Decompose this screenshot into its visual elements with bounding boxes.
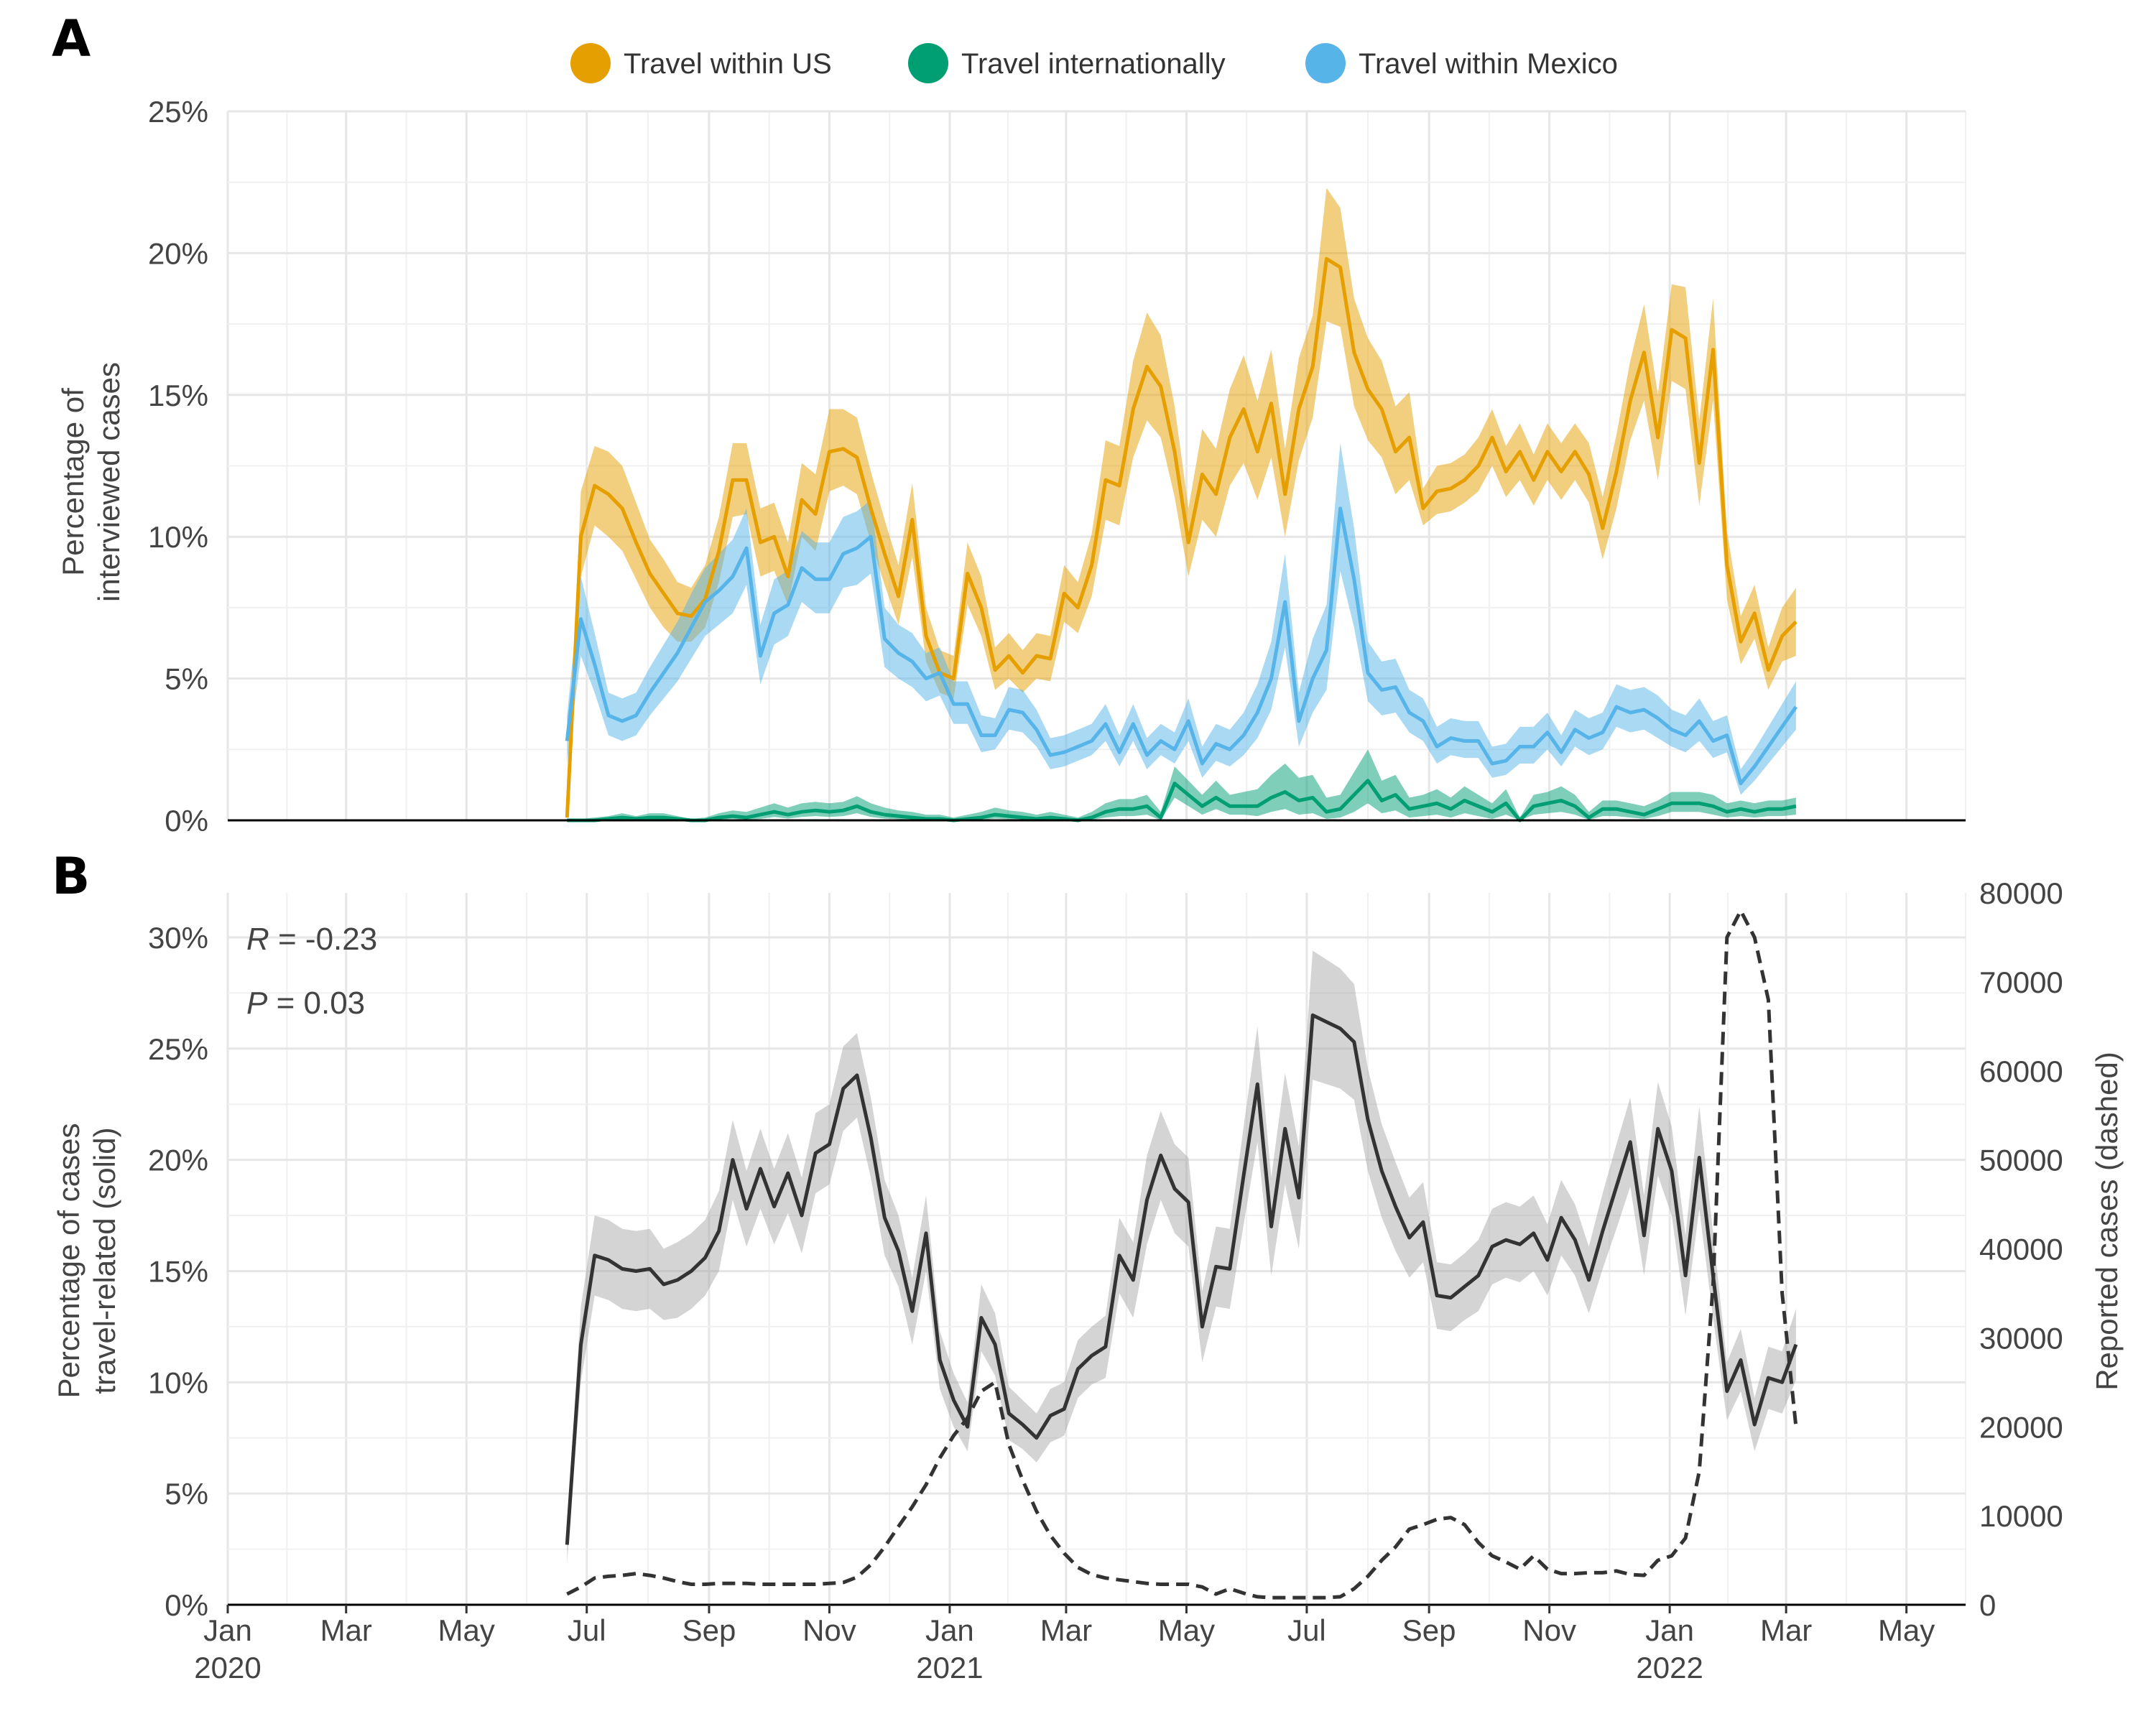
- panel-b-right-y-tick-label: 10000: [1979, 1499, 2063, 1533]
- panel-b-right-y-tick-label: 80000: [1979, 876, 2063, 910]
- x-tick-label: Jan: [203, 1613, 252, 1647]
- x-tick-label: Nov: [1522, 1613, 1576, 1647]
- panel-b-right-y-tick-label: 40000: [1979, 1233, 2063, 1266]
- panel-a-y-tick-label: 5%: [165, 662, 208, 696]
- panel-b-right-y-axis-title: Reported cases (dashed): [2090, 1052, 2124, 1391]
- x-tick-year-label: 2022: [1636, 1651, 1703, 1684]
- x-tick-label: Mar: [1040, 1613, 1092, 1647]
- annotation-p-symbol: P: [246, 986, 268, 1021]
- panel-a-y-tick-label: 0%: [165, 804, 208, 838]
- panel-a-y-tick-label: 25%: [148, 95, 208, 129]
- legend-label: Travel internationally: [961, 48, 1226, 80]
- annotation-r-symbol: R: [246, 922, 269, 957]
- correlation-annotation: R = -0.23 P = 0.03: [246, 922, 377, 1021]
- panel-a-y-axis-title-line2: interviewed cases: [92, 362, 126, 602]
- line-travel-within-us: [565, 256, 1798, 818]
- axes: 0% 5% 10% 15% 20% 25% 0% 5% 10% 15% 20% 25% 30% 0 1000…: [148, 95, 2063, 1684]
- panel-b-right-y-tick-label: 0: [1979, 1588, 1996, 1622]
- legend-item-travel-within-mexico: Travel within Mexico: [1305, 43, 1618, 83]
- panel-label-b: B: [52, 847, 90, 906]
- panel-b-y-tick-label: 25%: [148, 1032, 208, 1066]
- annotation-p: P = 0.03: [246, 986, 365, 1021]
- panel-b-right-y-axis-title-text: Reported cases (dashed): [2090, 1052, 2124, 1391]
- line-reported-cases-dashed: [566, 909, 1798, 1600]
- legend: Travel within US Travel internationally Tr…: [570, 43, 1618, 83]
- panel-b-confidence-bands: [567, 950, 1796, 1563]
- x-tick-label: Jan: [925, 1613, 974, 1647]
- panel-b-right-y-tick-label: 70000: [1979, 965, 2063, 999]
- x-tick-label: May: [1878, 1613, 1935, 1647]
- panel-label-a: A: [52, 9, 91, 68]
- panel-b-right-y-tick-label: 20000: [1979, 1410, 2063, 1444]
- x-tick-label: Sep: [683, 1613, 736, 1647]
- panel-a-y-tick-label: 15%: [148, 379, 208, 412]
- x-tick-label: Sep: [1402, 1613, 1456, 1647]
- legend-swatch: [908, 43, 948, 83]
- annotation-r: R = -0.23: [246, 922, 377, 957]
- panel-b-y-tick-label: 15%: [148, 1254, 208, 1288]
- x-tick-label: Mar: [1760, 1613, 1812, 1647]
- panel-b-right-y-tick-label: 30000: [1979, 1321, 2063, 1355]
- legend-item-travel-internationally: Travel internationally: [908, 43, 1226, 83]
- band-travel-related-percentage: [567, 950, 1796, 1563]
- band-travel-within-mexico: [567, 442, 1796, 795]
- legend-label: Travel within Mexico: [1359, 48, 1618, 80]
- x-tick-label: May: [438, 1613, 495, 1647]
- legend-swatch: [570, 43, 611, 83]
- panel-b-right-y-tick-label: 50000: [1979, 1144, 2063, 1177]
- x-tick-year-label: 2020: [194, 1651, 261, 1684]
- panel-b-y-tick-label: 30%: [148, 921, 208, 955]
- x-tick-label: Jul: [1287, 1613, 1326, 1647]
- panel-a-y-tick-label: 20%: [148, 236, 208, 270]
- panel-b-y-tick-label: 20%: [148, 1144, 208, 1177]
- line-travel-internationally: [567, 779, 1797, 822]
- panel-b-right-y-tick-label: 60000: [1979, 1055, 2063, 1088]
- line-travel-related-percentage-solid: [565, 1013, 1798, 1545]
- annotation-p-value: = 0.03: [267, 986, 365, 1021]
- x-tick-label: May: [1158, 1613, 1215, 1647]
- panel-b-y-tick-label: 0%: [165, 1588, 208, 1622]
- panel-b-y-axis-title: Percentage of cases travel-related (soli…: [52, 1123, 121, 1399]
- x-tick-label: Jan: [1645, 1613, 1694, 1647]
- legend-label: Travel within US: [624, 48, 832, 80]
- panel-b-series-lines: [565, 909, 1798, 1600]
- panel-a-y-tick-label: 10%: [148, 520, 208, 554]
- x-tick-label: Mar: [320, 1613, 372, 1647]
- line-travel-within-mexico: [565, 506, 1798, 786]
- annotation-r-value: = -0.23: [269, 922, 377, 957]
- legend-item-travel-within-us: Travel within US: [570, 43, 832, 83]
- x-tick-label: Jul: [568, 1613, 606, 1647]
- panel-a-series-lines: [565, 256, 1798, 822]
- panel-a-y-axis-title-line1: Percentage of: [56, 388, 90, 576]
- panel-b-y-tick-label: 10%: [148, 1366, 208, 1399]
- legend-swatch: [1305, 43, 1346, 83]
- band-travel-internationally: [567, 749, 1796, 820]
- x-tick-year-label: 2021: [916, 1651, 983, 1684]
- panel-b-y-axis-title-line2: travel-related (solid): [88, 1127, 121, 1394]
- panel-a-y-axis-title: Percentage of interviewed cases: [56, 362, 126, 602]
- x-tick-label: Nov: [802, 1613, 856, 1647]
- panel-b-grid: [226, 893, 1966, 1606]
- panel-b-y-axis-title-line1: Percentage of cases: [52, 1123, 85, 1399]
- panel-b-y-tick-label: 5%: [165, 1477, 208, 1511]
